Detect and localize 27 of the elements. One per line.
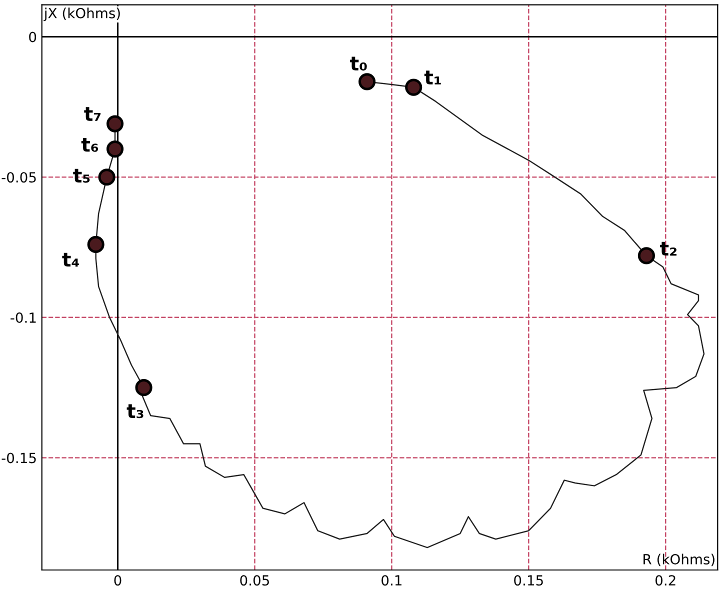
data-label: t₄ <box>62 252 79 267</box>
x-tick-label: 0.15 <box>514 575 543 586</box>
x-tick-label: 0.1 <box>382 575 402 586</box>
point <box>106 140 124 158</box>
x-axis-title: R (kOhms) <box>644 554 714 566</box>
point <box>106 115 124 132</box>
y-tick-label: 0 <box>29 32 36 42</box>
y-tick-label: -0.15 <box>2 452 36 464</box>
point <box>87 236 104 253</box>
data-label: t₆ <box>81 138 98 152</box>
data-label: t₀ <box>350 56 367 71</box>
data-label: t₃ <box>126 404 144 418</box>
point <box>135 379 152 396</box>
data-label: t₁ <box>424 70 441 84</box>
x-tick-label: 0.05 <box>240 575 269 586</box>
y-tick-label: -0.05 <box>2 172 36 183</box>
point <box>405 78 422 96</box>
y-axis-title: jX (kOhms) <box>44 8 120 22</box>
point <box>638 247 655 264</box>
point <box>98 168 116 186</box>
data-label: t₂ <box>660 242 676 256</box>
data-label: t₇ <box>84 107 101 121</box>
data-label: t₅ <box>73 168 90 183</box>
y-tick-label: -0.1 <box>10 312 36 323</box>
x-tick-label: 0.2 <box>655 575 676 586</box>
point <box>358 73 376 90</box>
x-tick-label: 0 <box>114 575 122 586</box>
